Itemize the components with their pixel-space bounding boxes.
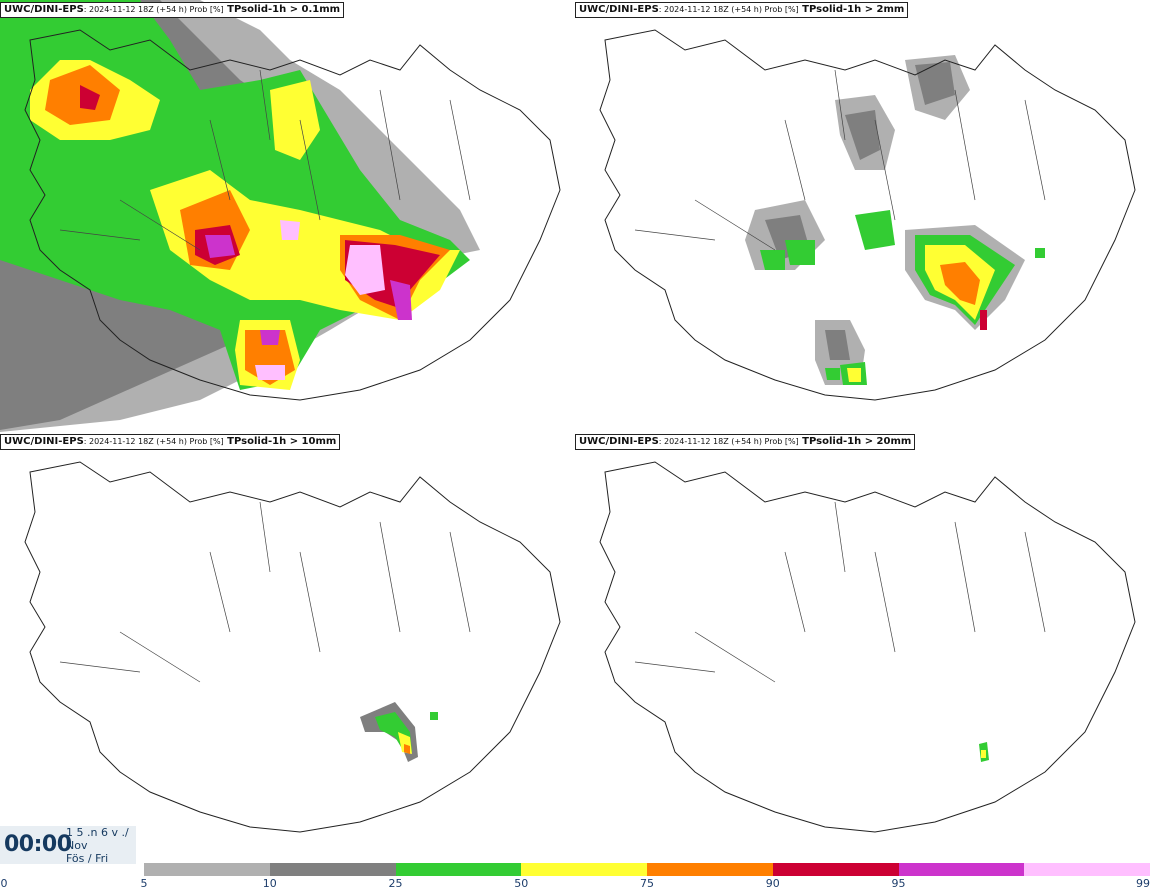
- panel-title: UWC/DINI-EPS: 2024-11-12 18Z (+54 h) Pro…: [575, 434, 916, 450]
- legend-tick-label: 90: [765, 877, 780, 890]
- map-panel-10mm: UWC/DINI-EPS: 2024-11-12 18Z (+54 h) Pro…: [0, 432, 575, 864]
- model-name: UWC/DINI-EPS: [579, 436, 659, 447]
- map-panel-2mm: UWC/DINI-EPS: 2024-11-12 18Z (+54 h) Pro…: [575, 0, 1150, 432]
- parameter-label: TPsolid-1h > 0.1mm: [223, 4, 341, 15]
- run-meta: : 2024-11-12 18Z (+54 h) Prob [%]: [658, 437, 799, 446]
- parameter-label: TPsolid-1h > 20mm: [798, 436, 912, 447]
- legend-swatch: [269, 863, 396, 876]
- run-meta: : 2024-11-12 18Z (+54 h) Prob [%]: [658, 5, 799, 14]
- valid-month: Nov: [66, 839, 88, 852]
- probability-map-20mm: [575, 432, 1150, 864]
- valid-day: 1 5 .n 6 v ./ Nov Fös / Fri: [66, 826, 129, 865]
- model-name: UWC/DINI-EPS: [4, 4, 84, 15]
- legend-swatch: [772, 863, 899, 876]
- legend-tick-label: 95: [891, 877, 906, 890]
- parameter-label: TPsolid-1h > 10mm: [223, 436, 337, 447]
- legend-tick-label: 99: [1136, 877, 1150, 890]
- valid-weekday: Fös / Fri: [66, 852, 109, 865]
- legend-tick-label: 25: [388, 877, 403, 890]
- legend-swatch: [647, 863, 773, 876]
- legend-swatch: [1024, 863, 1150, 876]
- probability-map-0.1mm: [0, 0, 575, 432]
- map-panel-0.1mm: UWC/DINI-EPS: 2024-11-12 18Z (+54 h) Pro…: [0, 0, 575, 432]
- legend-swatch: [144, 863, 270, 876]
- panel-title: UWC/DINI-EPS: 2024-11-12 18Z (+54 h) Pro…: [0, 434, 341, 450]
- valid-time-box: 00:00 1 5 .n 6 v ./ Nov Fös / Fri: [0, 826, 136, 865]
- valid-date-line: 1 5 .n 6 v ./: [66, 826, 129, 839]
- panel-title: UWC/DINI-EPS: 2024-11-12 18Z (+54 h) Pro…: [0, 2, 345, 18]
- legend-swatch: [395, 863, 522, 876]
- probability-map-2mm: [575, 0, 1150, 432]
- run-meta: : 2024-11-12 18Z (+54 h) Prob [%]: [83, 5, 224, 14]
- probability-map-10mm: [0, 432, 575, 864]
- legend-tick-label: 5: [140, 877, 148, 890]
- legend-tick-label: 75: [640, 877, 654, 890]
- legend-swatch: [898, 863, 1025, 876]
- model-name: UWC/DINI-EPS: [579, 4, 659, 15]
- legend-tick-label: 0: [0, 877, 8, 890]
- map-panel-20mm: UWC/DINI-EPS: 2024-11-12 18Z (+54 h) Pro…: [575, 432, 1150, 864]
- legend-swatch: [521, 863, 647, 876]
- panel-title: UWC/DINI-EPS: 2024-11-12 18Z (+54 h) Pro…: [575, 2, 909, 18]
- run-meta: : 2024-11-12 18Z (+54 h) Prob [%]: [83, 437, 224, 446]
- parameter-label: TPsolid-1h > 2mm: [798, 4, 905, 15]
- legend-colorbar: [144, 863, 1150, 876]
- model-name: UWC/DINI-EPS: [4, 436, 84, 447]
- legend-tick-label: 50: [514, 877, 529, 890]
- legend-tick-label: 10: [262, 877, 277, 890]
- valid-hour: 00:00: [4, 832, 72, 857]
